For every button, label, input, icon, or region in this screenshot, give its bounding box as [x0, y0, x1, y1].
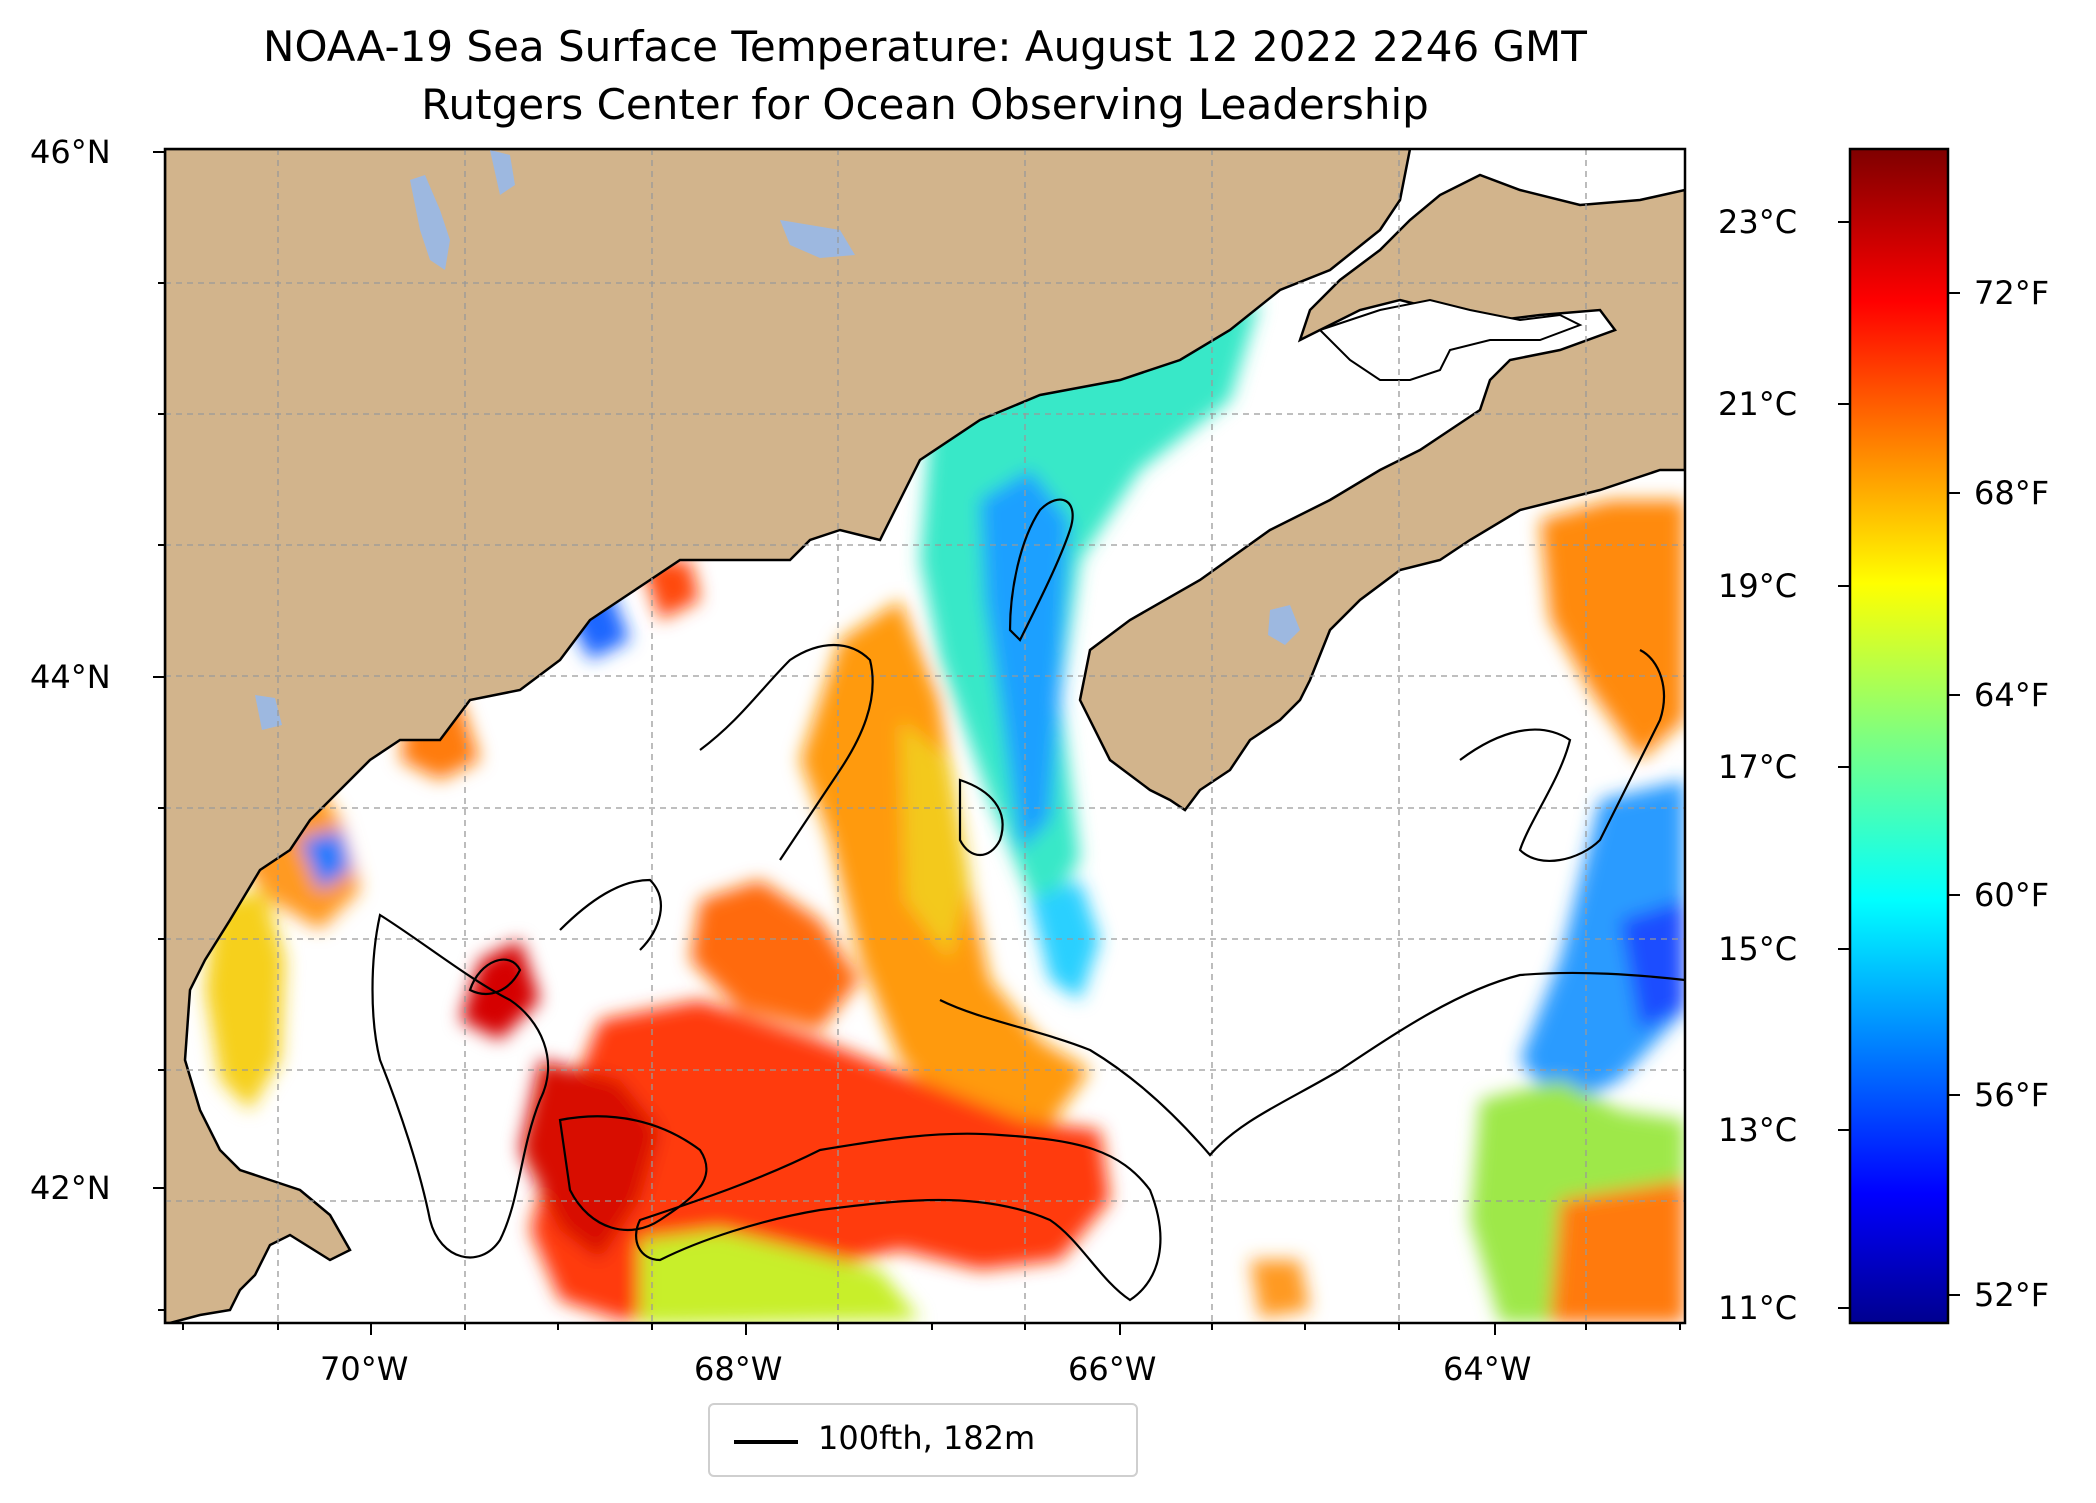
colorbar-label-f-68: 68°F: [1974, 474, 2050, 512]
lon-label-64w: 64°W: [1443, 1350, 1532, 1388]
lon-label-68w: 68°W: [694, 1350, 783, 1388]
map-frame: [163, 147, 1687, 1325]
colorbar-ticks: [1838, 221, 1960, 1309]
legend-label: 100fth, 182m: [818, 1419, 1036, 1457]
title-line-1: NOAA-19 Sea Surface Temperature: August …: [263, 22, 1587, 71]
colorbar-label-c-21: 21°C: [1718, 385, 1798, 423]
land-nova-scotia: [1078, 173, 1685, 812]
lat-label-42n: 42°N: [30, 1169, 111, 1207]
lat-label-44n: 44°N: [30, 658, 111, 696]
graticule: [165, 149, 1685, 1323]
colorbar-label-c-13: 13°C: [1718, 1111, 1798, 1149]
lakes: [255, 150, 1300, 730]
title-line-2: Rutgers Center for Ocean Observing Leade…: [421, 80, 1429, 129]
legend: 100fth, 182m: [708, 1403, 1138, 1477]
lon-label-70w: 70°W: [320, 1350, 409, 1388]
colorbar-label-c-19: 19°C: [1718, 567, 1798, 605]
colorbar-label-f-56: 56°F: [1974, 1076, 2050, 1114]
colorbar-label-c-17: 17°C: [1718, 748, 1798, 786]
isobath-100fth: [371, 498, 1685, 1302]
legend-line-swatch: [734, 1440, 798, 1444]
colorbar-label-f-72: 72°F: [1974, 274, 2050, 312]
colorbar-label-f-52: 52°F: [1974, 1276, 2050, 1314]
land-new-england: [165, 149, 1412, 1323]
colorbar-label-c-11: 11°C: [1718, 1289, 1798, 1327]
colorbar-label-f-64: 64°F: [1974, 676, 2050, 714]
lon-label-66w: 66°W: [1068, 1350, 1157, 1388]
axis-ticks: [153, 151, 1681, 1335]
lat-label-46n: 46°N: [30, 133, 111, 171]
land: [165, 149, 1685, 1323]
minas-basin: [1318, 298, 1583, 381]
colorbar-label-c-23: 23°C: [1718, 203, 1798, 241]
colorbar: [1848, 147, 1950, 1325]
colorbar-label-f-60: 60°F: [1974, 876, 2050, 914]
colorbar-label-c-15: 15°C: [1718, 930, 1798, 968]
